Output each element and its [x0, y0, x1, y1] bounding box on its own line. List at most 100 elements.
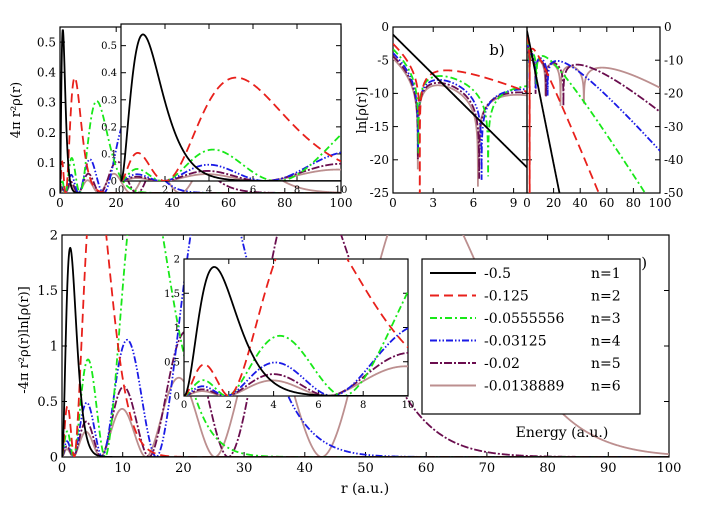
x-tick-label: 50: [357, 461, 374, 476]
series-line-n2: [393, 43, 527, 193]
series-line-n3: [184, 291, 408, 396]
y-tick-label: 0: [50, 451, 58, 466]
x-tick-label: 0: [523, 196, 531, 210]
x-tick-label: 100: [657, 461, 682, 476]
x-tick-label: 80: [626, 196, 641, 210]
y-tick-label: 1.5: [37, 284, 58, 299]
y-tick-label: 0.4: [101, 68, 117, 79]
panel-b-ylabel: ln[ρ(r)]: [355, 87, 370, 134]
legend-energy: -0.125: [484, 289, 529, 305]
legend-title: Energy (a.u.): [516, 425, 609, 441]
y-tick-label: 0: [174, 392, 180, 403]
series-line-n4: [60, 114, 341, 193]
x-tick-label: 90: [600, 461, 617, 476]
x-tick-label: 60: [418, 461, 435, 476]
y-tick-label: 0.5: [37, 395, 58, 410]
x-tick-label: 100: [330, 196, 353, 210]
panel-c-xlabel: r (a.u.): [341, 481, 389, 497]
x-tick-label: 60: [221, 196, 236, 210]
x-tick-label: 40: [297, 461, 314, 476]
panel-b-right-frame: [526, 26, 661, 194]
y-tick-label: 0.1: [37, 156, 56, 170]
x-tick-label: 40: [573, 196, 588, 210]
legend-energy: -0.0138889: [484, 379, 564, 395]
y-tick-label: 0.5: [37, 35, 56, 49]
x-tick-label: 100: [649, 196, 672, 210]
x-tick-label: 4: [206, 185, 212, 196]
panel-a-inset-frame: [120, 23, 342, 182]
legend-energy: -0.0555556: [484, 311, 565, 327]
x-tick-label: 10: [114, 461, 131, 476]
series-line-n1: [184, 266, 408, 396]
y-tick-label: 0.5: [164, 357, 180, 368]
y-tick-label: 0.2: [37, 126, 56, 140]
y-tick-label: -10: [370, 87, 389, 101]
y-tick-label: -30: [664, 120, 683, 134]
y-tick-label: 2: [174, 255, 180, 266]
series-line-n3: [527, 37, 647, 193]
x-tick-label: 8: [294, 185, 300, 196]
series-line-n1: [527, 30, 561, 193]
legend-box: [421, 258, 641, 415]
y-tick-label: -40: [664, 153, 683, 167]
y-tick-label: 1: [50, 340, 58, 355]
legend-n: n=1: [591, 266, 621, 282]
series-line-n3: [60, 100, 341, 193]
series-line-n3: [393, 48, 527, 177]
series-line-n5: [393, 55, 527, 179]
y-tick-label: -20: [664, 87, 683, 101]
series-line-n4: [62, 235, 669, 457]
y-tick-label: 1.5: [164, 289, 180, 300]
x-tick-label: 0: [389, 196, 397, 210]
legend-n: n=2: [591, 289, 621, 305]
y-tick-label: -5: [377, 53, 389, 67]
series-line-n4: [527, 39, 660, 152]
legend: -0.5 n=1 -0.125 n=2 -0.0555556 n=3 -0.03125 n=4…: [421, 258, 641, 441]
y-tick-label: 0: [111, 177, 117, 188]
x-tick-label: 6: [250, 185, 256, 196]
x-tick-label: 30: [236, 461, 253, 476]
y-tick-label: 0.3: [101, 95, 117, 106]
series-line-n2: [121, 76, 341, 181]
x-tick-label: 8: [360, 400, 366, 411]
legend-energy: -0.02: [484, 356, 520, 372]
y-tick-label: -15: [370, 120, 389, 134]
y-tick-label: -50: [664, 186, 683, 200]
x-tick-label: 0: [58, 461, 66, 476]
series-line-n4: [121, 151, 341, 181]
y-tick-label: -20: [370, 153, 389, 167]
y-tick-label: 0: [48, 186, 56, 200]
x-tick-label: 4: [270, 400, 276, 411]
series-line-n4: [393, 52, 527, 180]
legend-n: n=4: [591, 334, 621, 350]
series-line-n3: [121, 133, 341, 181]
panel-a-inset: 0 2 4 6 8 10 0 0.1 0.2 0.3 0.4 0.5: [101, 23, 347, 196]
x-tick-label: 0: [181, 400, 187, 411]
x-tick-label: 20: [175, 461, 192, 476]
x-tick-label: 3: [429, 196, 437, 210]
panel-c-ylabel: -4π r²ρ(r)ln[ρ(r)]: [17, 286, 32, 393]
series-line-n1: [393, 33, 527, 169]
panel-b-left-frame: [392, 26, 528, 194]
series-line-n2: [62, 235, 669, 457]
x-tick-label: 0: [56, 196, 64, 210]
y-tick-label: 0.4: [37, 65, 56, 79]
x-tick-label: 20: [109, 196, 124, 210]
x-tick-label: 10: [402, 400, 415, 411]
x-tick-label: 6: [470, 196, 478, 210]
legend-n: n=3: [591, 311, 621, 327]
x-tick-label: 70: [479, 461, 496, 476]
series-line-n5: [121, 162, 341, 181]
legend-n: n=6: [591, 379, 621, 395]
series-line-n1: [121, 33, 341, 181]
y-tick-label: 1: [174, 323, 180, 334]
series-line-n3: [62, 235, 669, 457]
panel-a-ylabel: 4π r²ρ(r): [9, 82, 24, 138]
x-tick-label: 0: [118, 185, 124, 196]
y-tick-label: -10: [664, 53, 683, 67]
legend-n: n=5: [591, 356, 621, 372]
legend-energy: -0.03125: [484, 334, 547, 350]
y-tick-label: 0: [664, 20, 672, 34]
x-tick-label: 9: [510, 196, 518, 210]
